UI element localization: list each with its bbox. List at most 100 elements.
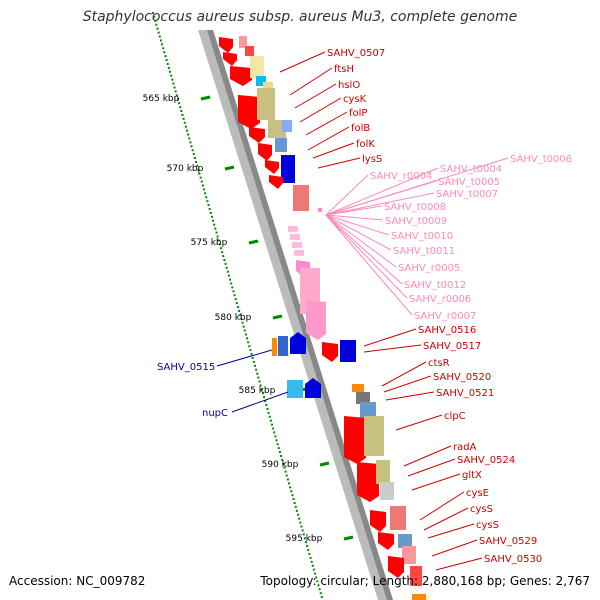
gene-label[interactable]: SAHV_0529 xyxy=(479,536,537,547)
scale-tick-mark xyxy=(272,314,283,320)
gene-feature xyxy=(305,378,321,398)
gene-label[interactable]: ftsH xyxy=(334,64,354,75)
gene-feature xyxy=(219,37,233,53)
scale-tick-mark xyxy=(319,461,330,467)
gene-feature xyxy=(364,416,384,456)
leader-line xyxy=(325,214,408,299)
gene-label[interactable]: SAHV_r0005 xyxy=(398,263,460,274)
leader-line xyxy=(325,167,439,216)
gene-features xyxy=(219,36,426,600)
gene-label[interactable]: SAHV_t0007 xyxy=(436,189,498,200)
gene-label[interactable]: gltX xyxy=(462,470,482,481)
gene-label[interactable]: SAHV_0507 xyxy=(327,48,385,59)
gene-feature xyxy=(360,402,376,418)
gene-feature xyxy=(239,36,247,48)
scale-tick-label: 570 kbp xyxy=(167,164,204,174)
accession-text: Accession: NC_009782 xyxy=(9,574,146,588)
gene-feature xyxy=(293,185,309,211)
gene-label[interactable]: SAHV_0515 xyxy=(157,362,215,373)
gene-label[interactable]: radA xyxy=(453,442,477,453)
gene-label[interactable]: SAHV_0517 xyxy=(423,341,481,352)
gene-label[interactable]: SAHV_t0005 xyxy=(438,177,500,188)
leader-line xyxy=(383,375,432,393)
leader-line xyxy=(435,557,483,571)
gene-label[interactable]: SAHV_t0009 xyxy=(385,216,447,227)
scale-tick-label: 595 kbp xyxy=(286,534,323,544)
gene-label[interactable]: SAHV_0516 xyxy=(418,325,476,336)
scale-tick-label: 585 kbp xyxy=(239,386,276,396)
leader-line xyxy=(395,414,443,431)
leader-line xyxy=(325,214,390,236)
gene-label[interactable]: ctsR xyxy=(428,358,450,369)
gene-label[interactable]: SAHV_0520 xyxy=(433,372,491,383)
gene-feature xyxy=(388,556,404,578)
gene-label[interactable]: folB xyxy=(351,123,370,134)
scale-tick-label: 590 kbp xyxy=(262,460,299,470)
leader-line xyxy=(363,344,422,353)
gene-label[interactable]: folP xyxy=(349,108,367,119)
gene-feature xyxy=(265,160,279,174)
gene-feature xyxy=(275,138,287,152)
gene-label[interactable]: lysS xyxy=(362,154,382,165)
leader-line xyxy=(431,539,478,557)
gene-label[interactable]: folK xyxy=(356,139,375,150)
gene-label[interactable]: cysK xyxy=(343,94,367,105)
gene-label[interactable]: SAHV_t0012 xyxy=(404,280,466,291)
rna-feature xyxy=(288,226,298,232)
leader-line xyxy=(325,192,435,216)
gene-feature xyxy=(380,482,394,500)
gene-label[interactable]: cysS xyxy=(470,504,493,515)
gene-feature xyxy=(398,534,412,548)
scale-tick-label: 565 kbp xyxy=(143,94,180,104)
gene-feature xyxy=(322,342,338,362)
gene-label[interactable]: SAHV_r0004 xyxy=(370,171,432,182)
gene-feature xyxy=(269,175,283,189)
topology-text: Topology: circular; Length: 2,880,168 bp… xyxy=(260,574,590,588)
gene-label[interactable]: clpC xyxy=(444,411,466,422)
gene-label[interactable]: SAHV_0521 xyxy=(436,388,494,399)
gene-label[interactable]: SAHV_t0010 xyxy=(391,231,453,242)
gene-feature xyxy=(344,416,366,464)
gene-feature xyxy=(356,392,370,404)
leader-line xyxy=(411,473,461,491)
gene-label[interactable]: hslO xyxy=(338,80,360,91)
gene-feature xyxy=(370,510,386,532)
gene-label[interactable]: SAHV_0524 xyxy=(457,455,515,466)
gene-label[interactable]: SAHV_0530 xyxy=(484,554,542,565)
rna-feature xyxy=(318,208,322,212)
gene-feature xyxy=(378,532,394,550)
leader-line xyxy=(305,111,348,136)
gene-label[interactable]: SAHV_t0011 xyxy=(393,246,455,257)
leader-line xyxy=(325,205,383,216)
leader-line xyxy=(403,445,452,467)
gene-feature xyxy=(272,338,277,356)
gene-label[interactable]: SAHV_t0006 xyxy=(510,154,572,165)
leader-line xyxy=(325,214,397,268)
gene-label[interactable]: cysS xyxy=(476,520,499,531)
gene-label[interactable]: SAHV_r0007 xyxy=(414,311,476,322)
gene-label[interactable]: SAHV_r0006 xyxy=(409,294,471,305)
gene-feature xyxy=(257,88,275,120)
gene-label[interactable]: SAHV_t0008 xyxy=(384,202,446,213)
leader-line xyxy=(325,180,437,216)
gene-label[interactable]: nupC xyxy=(202,408,228,419)
rna-feature xyxy=(292,242,302,248)
gene-feature xyxy=(245,46,254,56)
scale-tick-mark xyxy=(343,535,354,541)
gene-feature xyxy=(402,546,416,564)
leader-line xyxy=(307,126,350,151)
gene-label[interactable]: cysE xyxy=(466,488,489,499)
scale-tick-mark xyxy=(200,95,211,101)
leader-line xyxy=(325,214,392,251)
leader-line xyxy=(317,157,361,169)
leader-line xyxy=(312,142,355,159)
leader-line xyxy=(325,174,369,216)
gene-feature xyxy=(281,155,295,183)
gene-feature xyxy=(410,566,422,586)
leader-line xyxy=(325,214,403,285)
leader-line xyxy=(423,507,469,531)
gene-label[interactable]: SAHV_t0004 xyxy=(440,164,502,175)
rna-feature xyxy=(306,300,326,340)
